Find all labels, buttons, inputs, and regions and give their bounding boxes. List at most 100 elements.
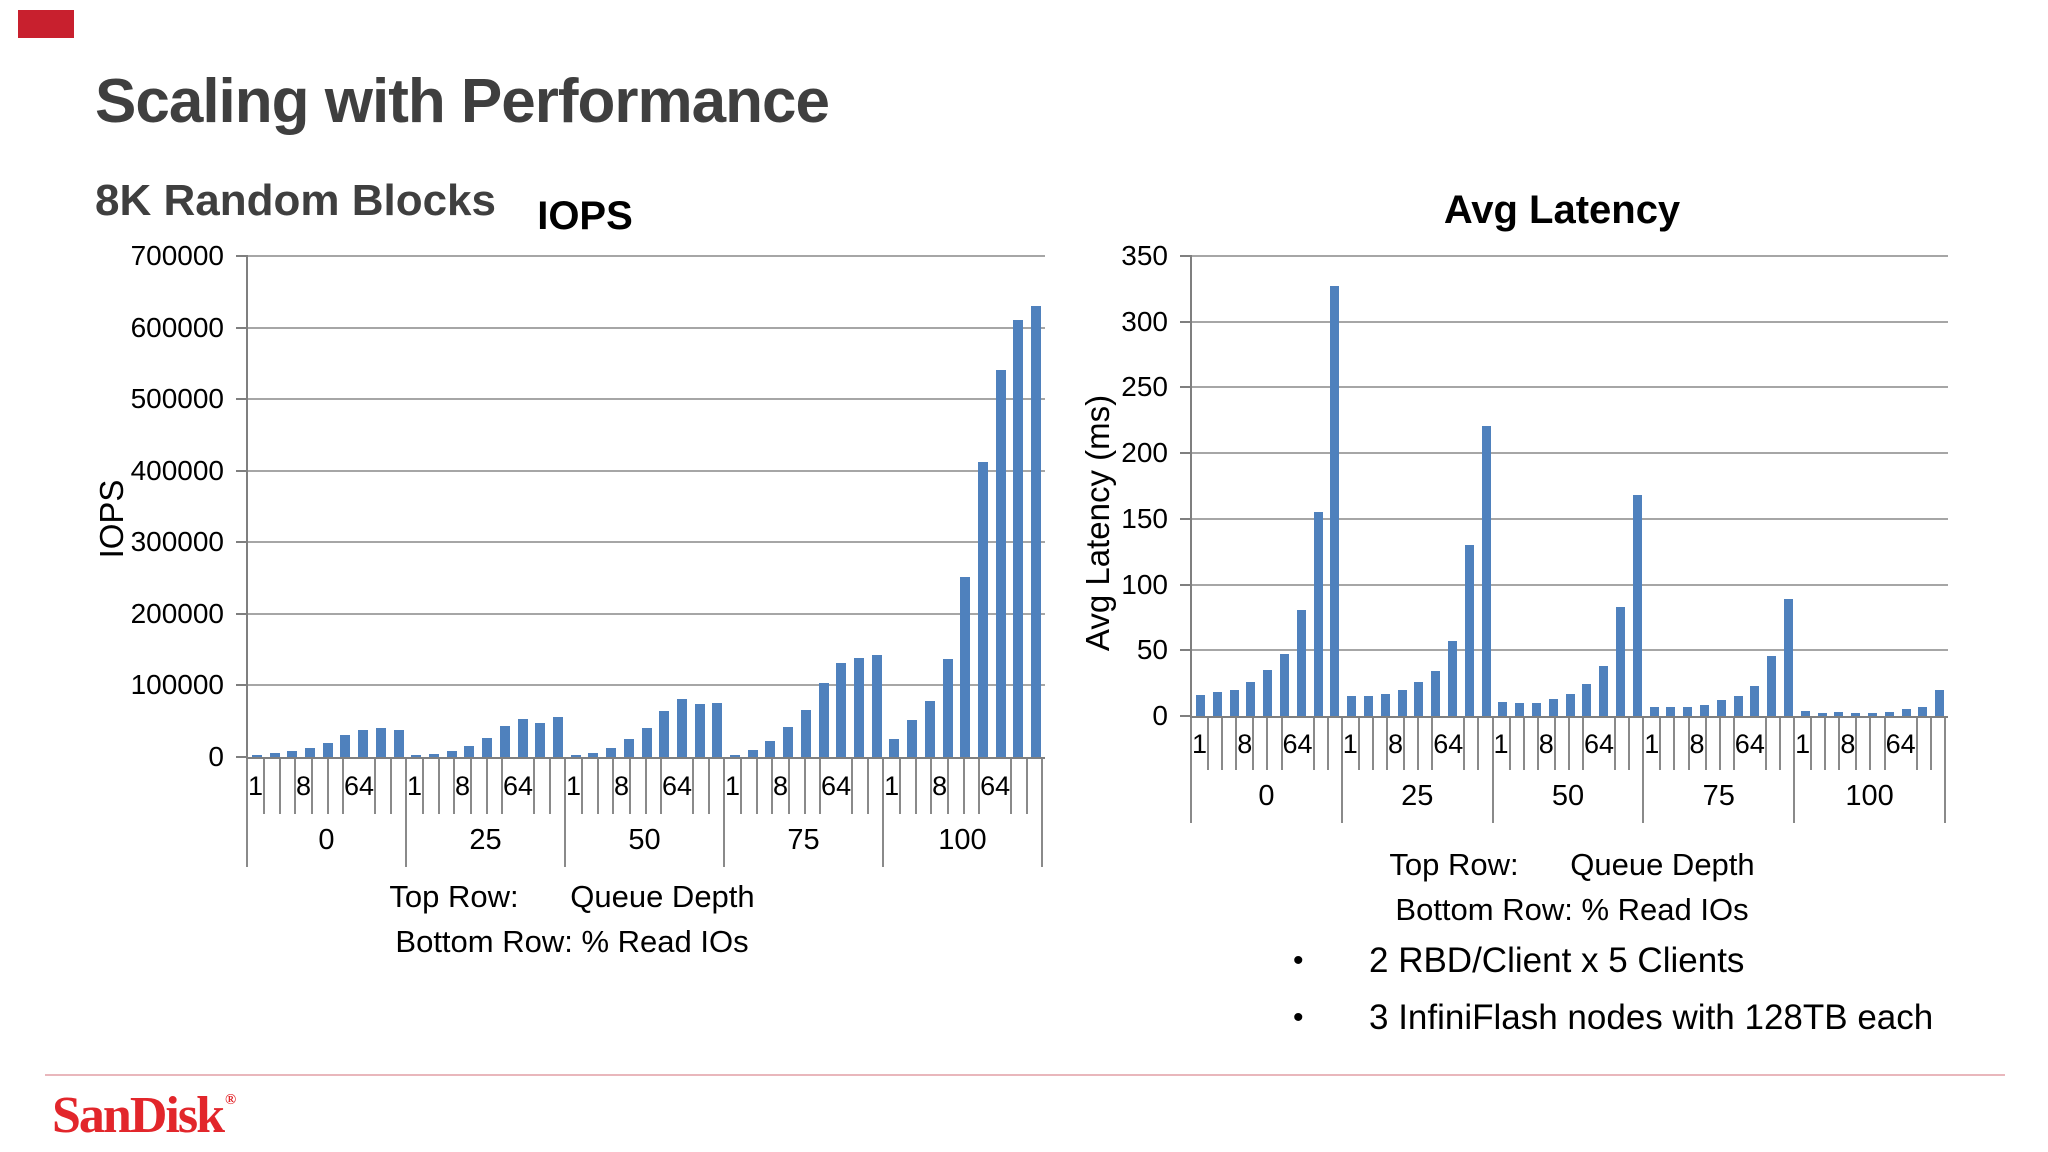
queue-depth-tick-cell [1767,718,1781,770]
queue-depth-tick-cell [1360,718,1374,770]
bar [819,683,829,757]
y-axis-tick [1180,452,1192,455]
slide-subtitle: 8K Random Blocks [95,176,496,225]
queue-depth-tick-cell: 1 [1795,718,1813,770]
queue-depth-axis-row: 1 8 64 1 8 64 1 8 64 1 8 64 1 8 64 [1190,718,1946,770]
queue-depth-tick-cell: 8 [773,759,791,814]
read-percent-cell: 50 [1494,770,1645,823]
queue-depth-label: 64 [1734,728,1765,759]
y-tick-label: 250 [1121,371,1168,403]
queue-depth-tick-cell [949,759,965,814]
bar [925,701,935,757]
read-percent-cell: 0 [248,814,407,867]
queue-depth-tick-cell [917,759,933,814]
bar [907,720,917,757]
queue-depth-label: 64 [503,771,534,801]
queue-depth-tick-cell [1465,718,1480,770]
bar [606,748,616,757]
queue-depth-label: 64 [1433,728,1464,759]
queue-depth-tick-cell [806,759,822,814]
bar [1566,694,1575,716]
queue-depth-label: 1 [566,771,582,801]
bar [1935,690,1944,716]
bar [1734,696,1743,716]
y-axis-tick [1180,386,1192,389]
queue-depth-tick-cell: 64 [1433,718,1466,770]
y-tick-label: 200000 [130,597,224,629]
slide-title: Scaling with Performance [95,67,830,136]
y-tick-label: 150 [1121,502,1168,534]
y-axis-tick [1180,517,1192,520]
queue-depth-label: 64 [662,771,693,801]
queue-depth-tick-cell [313,759,329,814]
queue-depth-tick-cell [329,759,344,814]
axis-caption: Top Row: Queue Depth Bottom Row: % Read I… [172,874,972,964]
queue-depth-tick-cell [1315,718,1329,770]
gridline [248,541,1045,544]
queue-depth-tick-cell: 1 [566,759,584,814]
queue-depth-tick-cell [710,759,726,814]
queue-depth-tick-cell: 64 [503,759,536,814]
axis-caption: Top Row: Queue Depth Bottom Row: % Read I… [1172,842,1972,932]
queue-depth-tick-cell: 8 [614,759,632,814]
bar [1767,656,1776,716]
read-percent-axis-row: 0 25 50 75 100 [246,814,1043,867]
queue-depth-tick-cell: 8 [1690,718,1707,770]
queue-depth-tick-cell [1630,718,1645,770]
registered-trademark-icon: ® [225,1092,237,1108]
queue-depth-tick-cell [265,759,281,814]
queue-depth-tick-cell [281,759,296,814]
y-tick-label: 100000 [130,669,224,701]
y-axis-tick [1180,649,1192,652]
queue-depth-label: 1 [1342,728,1358,759]
bar [783,727,793,757]
queue-depth-tick-cell [1028,759,1044,814]
read-percent-cell: 100 [1795,770,1946,823]
bar [1314,512,1323,716]
bar [1902,709,1911,716]
gridline [1192,255,1948,257]
bar [1297,610,1306,716]
read-percent-cell: 75 [1644,770,1796,823]
queue-depth-tick-cell: 1 [1192,718,1210,770]
bar [270,753,280,757]
bar [482,738,492,757]
bar [1347,696,1356,716]
queue-depth-tick-cell [1570,718,1585,770]
read-percent-axis-row: 0 25 50 75 100 [1190,770,1946,823]
y-axis-tick [236,756,248,758]
queue-depth-tick-cell [1374,718,1389,770]
bar [1717,700,1726,716]
list-item: • 2 RBD/Client x 5 Clients [1293,932,1933,989]
read-percent-label: 100 [938,824,987,856]
queue-depth-label: 8 [1840,728,1856,759]
queue-depth-tick-cell [535,759,551,814]
queue-depth-tick-cell [551,759,567,814]
bar [447,751,457,757]
queue-depth-tick-cell: 8 [932,759,950,814]
queue-depth-label: 1 [884,771,900,801]
y-axis-tick [1180,255,1192,257]
bar [748,750,758,757]
gridline [248,255,1045,257]
bar [1851,713,1860,716]
bar [1213,692,1222,716]
queue-depth-tick-cell: 64 [662,759,695,814]
queue-depth-label: 8 [455,771,471,801]
bar [836,663,846,757]
bar [518,719,528,757]
queue-depth-tick-cell: 64 [1584,718,1617,770]
bar [1818,713,1827,716]
queue-depth-tick-cell [647,759,663,814]
read-percent-cell: 25 [407,814,566,867]
queue-depth-tick-cell [1419,718,1434,770]
queue-depth-tick-cell [965,759,981,814]
bar [287,751,297,757]
y-tick-label: 50 [1136,634,1168,666]
bar [659,711,669,757]
queue-depth-label: 8 [1237,728,1253,759]
queue-depth-label: 1 [248,771,264,801]
queue-depth-label: 64 [1282,728,1313,759]
queue-depth-tick-cell: 1 [248,759,266,814]
queue-depth-tick-cell: 1 [407,759,425,814]
